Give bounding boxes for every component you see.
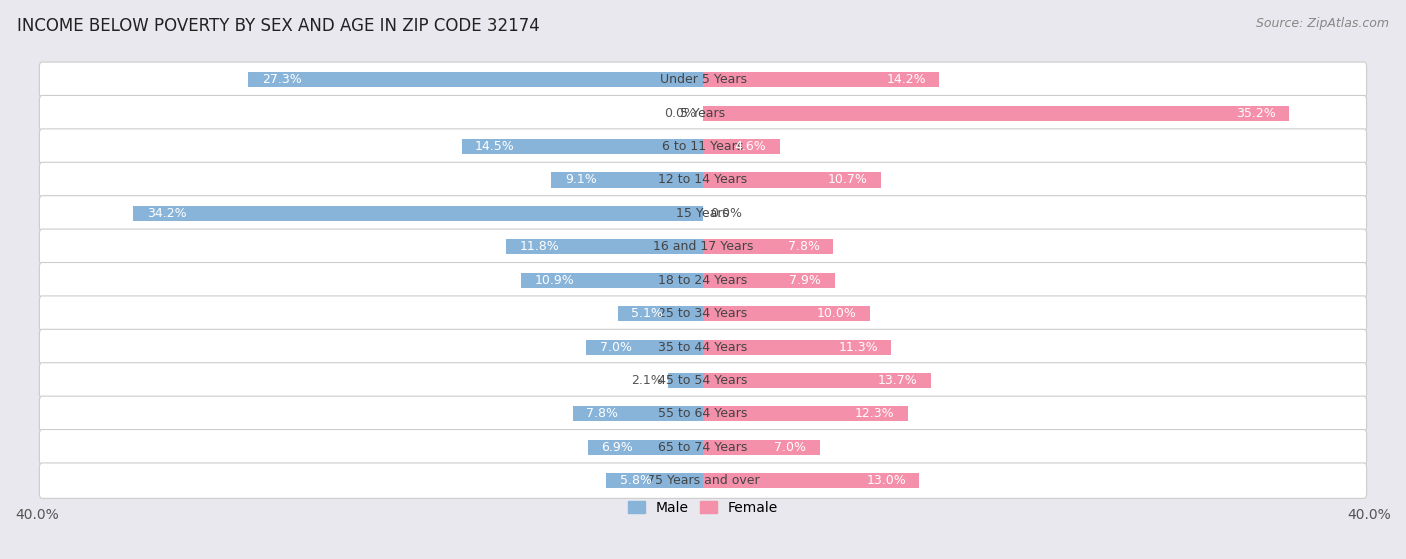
Bar [703, 440, 820, 455]
Bar [703, 72, 939, 87]
Text: 4.6%: 4.6% [734, 140, 766, 153]
Bar [703, 139, 779, 154]
Bar [703, 239, 832, 254]
Text: 14.5%: 14.5% [475, 140, 515, 153]
Bar [703, 273, 835, 288]
Text: 11.8%: 11.8% [520, 240, 560, 253]
Bar [249, 72, 703, 87]
Bar [668, 373, 703, 388]
Text: 9.1%: 9.1% [565, 173, 596, 187]
FancyBboxPatch shape [39, 229, 1367, 264]
Text: 65 to 74 Years: 65 to 74 Years [658, 440, 748, 454]
Text: 15 Years: 15 Years [676, 207, 730, 220]
Text: 7.0%: 7.0% [600, 340, 631, 353]
FancyBboxPatch shape [39, 363, 1367, 398]
Text: 75 Years and over: 75 Years and over [647, 474, 759, 487]
Bar [703, 306, 869, 321]
Bar [134, 206, 703, 221]
Text: 35 to 44 Years: 35 to 44 Years [658, 340, 748, 353]
FancyBboxPatch shape [39, 162, 1367, 198]
Text: 6.9%: 6.9% [602, 440, 633, 454]
Text: 14.2%: 14.2% [887, 73, 927, 86]
Text: 6 to 11 Years: 6 to 11 Years [662, 140, 744, 153]
Text: 18 to 24 Years: 18 to 24 Years [658, 274, 748, 287]
Bar [586, 339, 703, 354]
Bar [703, 106, 1289, 121]
Text: 5 Years: 5 Years [681, 107, 725, 120]
Text: Under 5 Years: Under 5 Years [659, 73, 747, 86]
Text: 16 and 17 Years: 16 and 17 Years [652, 240, 754, 253]
Bar [588, 440, 703, 455]
Text: 45 to 54 Years: 45 to 54 Years [658, 374, 748, 387]
Text: 25 to 34 Years: 25 to 34 Years [658, 307, 748, 320]
Text: 2.1%: 2.1% [631, 374, 664, 387]
Bar [703, 406, 908, 421]
Text: 0.0%: 0.0% [710, 207, 741, 220]
Text: 55 to 64 Years: 55 to 64 Years [658, 408, 748, 420]
Bar [703, 473, 920, 488]
Text: 7.8%: 7.8% [787, 240, 820, 253]
FancyBboxPatch shape [39, 296, 1367, 331]
Text: 10.9%: 10.9% [534, 274, 575, 287]
Text: 10.0%: 10.0% [817, 307, 856, 320]
Text: 35.2%: 35.2% [1236, 107, 1275, 120]
FancyBboxPatch shape [39, 62, 1367, 97]
Legend: Male, Female: Male, Female [623, 495, 783, 520]
Text: Source: ZipAtlas.com: Source: ZipAtlas.com [1256, 17, 1389, 30]
Text: 27.3%: 27.3% [262, 73, 301, 86]
FancyBboxPatch shape [39, 129, 1367, 164]
Text: 7.8%: 7.8% [586, 408, 619, 420]
Bar [606, 473, 703, 488]
Text: 10.7%: 10.7% [828, 173, 868, 187]
FancyBboxPatch shape [39, 96, 1367, 131]
Text: 7.0%: 7.0% [775, 440, 806, 454]
Text: 13.7%: 13.7% [879, 374, 918, 387]
Bar [703, 339, 891, 354]
Bar [703, 173, 882, 187]
Text: 5.1%: 5.1% [631, 307, 664, 320]
FancyBboxPatch shape [39, 463, 1367, 499]
FancyBboxPatch shape [39, 396, 1367, 432]
Bar [522, 273, 703, 288]
Text: 0.0%: 0.0% [665, 107, 696, 120]
Text: 12 to 14 Years: 12 to 14 Years [658, 173, 748, 187]
Bar [574, 406, 703, 421]
Bar [619, 306, 703, 321]
FancyBboxPatch shape [39, 429, 1367, 465]
FancyBboxPatch shape [39, 263, 1367, 298]
Bar [461, 139, 703, 154]
FancyBboxPatch shape [39, 329, 1367, 364]
Text: 7.9%: 7.9% [789, 274, 821, 287]
Text: INCOME BELOW POVERTY BY SEX AND AGE IN ZIP CODE 32174: INCOME BELOW POVERTY BY SEX AND AGE IN Z… [17, 17, 540, 35]
Text: 34.2%: 34.2% [146, 207, 187, 220]
Text: 11.3%: 11.3% [838, 340, 877, 353]
FancyBboxPatch shape [39, 196, 1367, 231]
Text: 12.3%: 12.3% [855, 408, 894, 420]
Bar [506, 239, 703, 254]
Bar [703, 373, 931, 388]
Text: 5.8%: 5.8% [620, 474, 652, 487]
Text: 13.0%: 13.0% [866, 474, 907, 487]
Bar [551, 173, 703, 187]
